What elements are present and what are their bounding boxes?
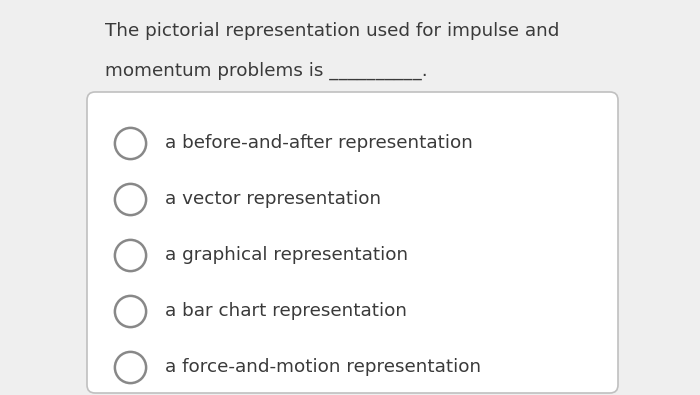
Point	[125, 308, 136, 314]
Text: a graphical representation: a graphical representation	[165, 246, 408, 264]
Text: a bar chart representation: a bar chart representation	[165, 302, 407, 320]
Text: a vector representation: a vector representation	[165, 190, 381, 208]
Point	[125, 364, 136, 370]
Text: momentum problems is __________.: momentum problems is __________.	[105, 62, 428, 80]
Point	[125, 140, 136, 146]
Text: The pictorial representation used for impulse and: The pictorial representation used for im…	[105, 22, 559, 40]
Point	[125, 196, 136, 202]
Text: a before-and-after representation: a before-and-after representation	[165, 134, 473, 152]
FancyBboxPatch shape	[87, 92, 618, 393]
Text: a force-and-motion representation: a force-and-motion representation	[165, 358, 481, 376]
Point	[125, 252, 136, 258]
